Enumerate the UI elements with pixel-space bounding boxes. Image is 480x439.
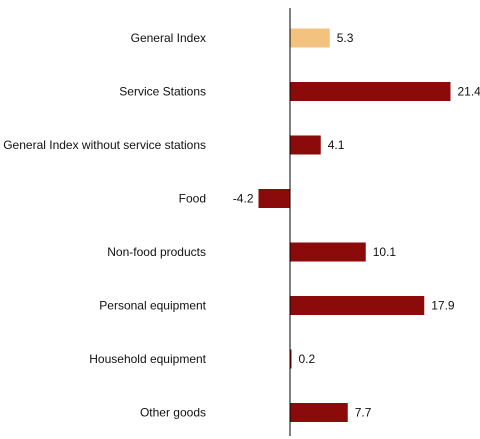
value-label-6: 0.2 xyxy=(299,352,316,366)
category-label-5: Personal equipment xyxy=(99,299,206,313)
labels-group: General Index 5.3 Service Stations 21.4 Gene… xyxy=(3,31,480,420)
bar-1 xyxy=(290,82,451,101)
category-label-1: Service Stations xyxy=(119,85,206,99)
value-label-2: 4.1 xyxy=(328,138,345,152)
bar-5 xyxy=(290,296,425,315)
value-label-4: 10.1 xyxy=(373,245,397,259)
bar-6 xyxy=(290,349,292,369)
category-label-6: Household equipment xyxy=(89,352,206,366)
category-label-7: Other goods xyxy=(140,406,206,420)
category-label-3: Food xyxy=(179,192,206,206)
category-label-2: General Index without service stations xyxy=(3,138,206,152)
value-label-3: -4.2 xyxy=(233,192,254,206)
value-label-5: 17.9 xyxy=(431,299,455,313)
bar-3 xyxy=(258,189,290,208)
value-label-0: 5.3 xyxy=(337,31,354,45)
bars-group xyxy=(258,28,451,422)
bar-2 xyxy=(290,135,321,155)
bar-7 xyxy=(290,403,348,422)
category-label-0: General Index xyxy=(131,31,206,45)
value-label-1: 21.4 xyxy=(458,85,480,99)
category-label-4: Non-food products xyxy=(107,245,206,259)
bar-4 xyxy=(290,242,366,262)
value-label-7: 7.7 xyxy=(355,406,372,420)
bar-0 xyxy=(290,28,330,48)
